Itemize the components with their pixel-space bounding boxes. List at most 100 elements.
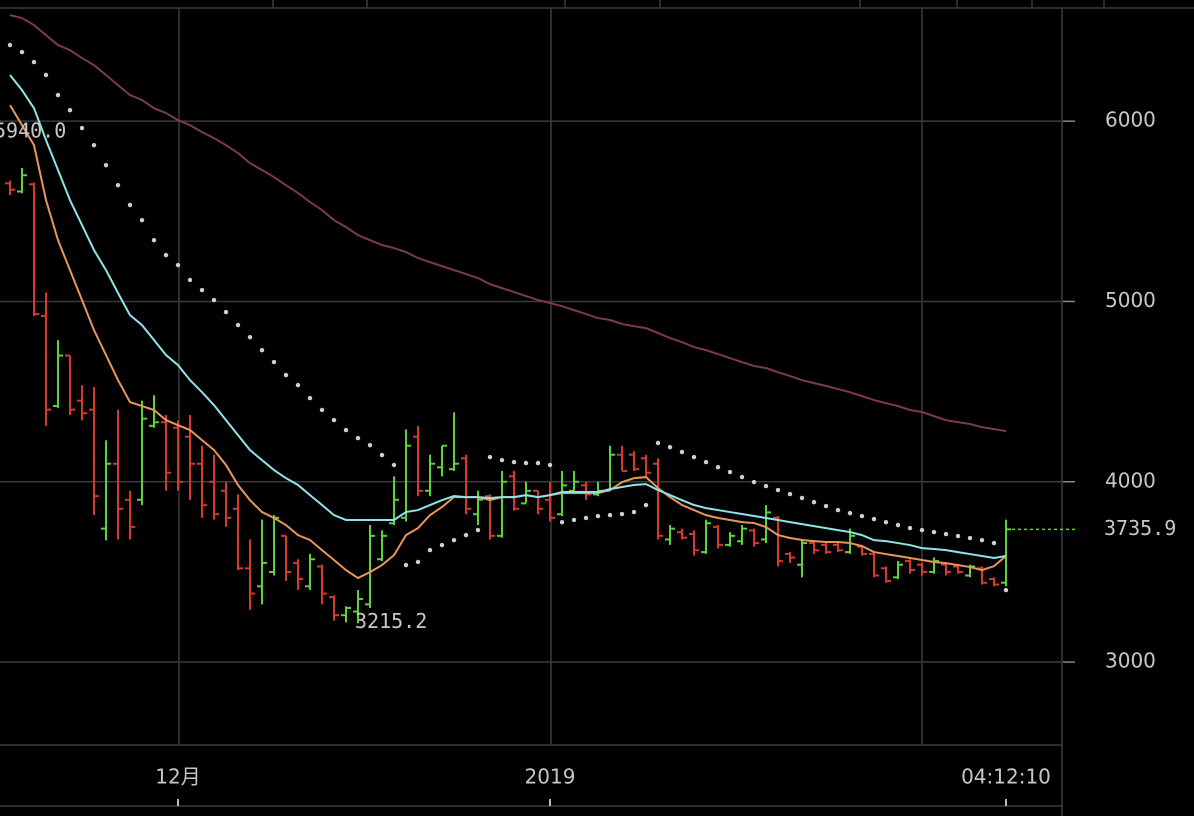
sar-dot (295, 382, 301, 388)
sar-dot (727, 469, 733, 475)
y-tick-label: 6000 (1105, 108, 1156, 132)
sar-dot (187, 277, 193, 283)
x-tick-label: 2019 (525, 765, 576, 789)
sar-dot (511, 459, 517, 465)
sar-dot (391, 462, 397, 468)
sar-dot (463, 532, 469, 538)
sar-dot (607, 512, 613, 518)
low-label: 3215.2 (355, 609, 427, 633)
sar-dot (223, 309, 229, 315)
sar-dot (235, 322, 241, 328)
sar-dot (919, 527, 925, 533)
sar-dot (31, 59, 37, 65)
y-tick-label: 5000 (1105, 288, 1156, 312)
sar-dot (403, 562, 409, 568)
sar-dot (379, 452, 385, 458)
sar-dot (763, 483, 769, 489)
sar-dot (499, 457, 505, 463)
sar-dot (871, 516, 877, 522)
sar-dot (79, 125, 85, 131)
sar-dot (1003, 587, 1009, 593)
sar-dot (943, 531, 949, 537)
sar-dot (283, 372, 289, 378)
sar-dot (667, 444, 673, 450)
sar-dot (91, 142, 97, 148)
indicator-line (9, 74, 1007, 560)
sar-dot (847, 510, 853, 516)
sar-dot (715, 464, 721, 470)
sar-dot (931, 529, 937, 535)
sar-dot (163, 252, 169, 258)
sar-dot (595, 513, 601, 519)
sar-dot (811, 499, 817, 505)
sar-dot (139, 217, 145, 223)
sar-dot (487, 454, 493, 460)
sar-dot (355, 435, 361, 441)
sar-dot (583, 515, 589, 521)
sar-dot (43, 72, 49, 78)
sar-dot (547, 462, 553, 468)
sar-dot (415, 559, 421, 565)
sar-dot (103, 162, 109, 168)
sar-dot (271, 359, 277, 365)
sar-dot (535, 460, 541, 466)
sar-dot (979, 537, 985, 543)
sar-dot (967, 535, 973, 541)
sar-dot (895, 522, 901, 528)
y-tick-label: 4000 (1105, 468, 1156, 492)
sar-dot (19, 49, 25, 55)
sar-dot (319, 407, 325, 413)
high-label: 5940.0 (0, 118, 66, 142)
sar-dot (739, 474, 745, 480)
sar-dot (523, 460, 529, 466)
sar-dot (559, 519, 565, 525)
sar-dot (991, 540, 997, 546)
sar-dot (115, 182, 121, 188)
sar-dot (823, 503, 829, 509)
sar-dot (307, 395, 313, 401)
x-tick-label: 04:12:10 (961, 765, 1051, 789)
sar-dot (859, 513, 865, 519)
indicator-line (9, 104, 1007, 580)
sar-dot (799, 495, 805, 501)
sar-dot (619, 511, 625, 517)
sar-dot (427, 547, 433, 553)
sar-dot (679, 449, 685, 455)
sar-dot (7, 42, 13, 48)
sar-dot (199, 287, 205, 293)
sar-dot (127, 202, 133, 208)
sar-dot (259, 347, 265, 353)
sar-dot (751, 479, 757, 485)
sar-dot (643, 502, 649, 508)
sar-dot (211, 297, 217, 303)
sar-dot (775, 487, 781, 493)
sar-dot (787, 491, 793, 497)
sar-dot (571, 517, 577, 523)
sar-dot (451, 537, 457, 543)
sar-dot (907, 525, 913, 531)
sar-dot (439, 542, 445, 548)
sar-dot (175, 262, 181, 268)
sar-dot (655, 440, 661, 446)
sar-dot (55, 92, 61, 98)
sar-dot (67, 107, 73, 113)
sar-dot (343, 427, 349, 433)
sar-dot (883, 519, 889, 525)
sar-dot (835, 507, 841, 513)
y-tick-label: 3000 (1105, 649, 1156, 673)
sar-dot (331, 417, 337, 423)
sar-dot (703, 459, 709, 465)
x-tick-label: 12月 (155, 765, 200, 789)
sar-dot (475, 527, 481, 533)
sar-dot (247, 334, 253, 340)
sar-dot (151, 237, 157, 243)
sar-dot (367, 442, 373, 448)
last-price-label: 3735.9 (1104, 516, 1176, 540)
sar-dot (691, 454, 697, 460)
indicator-line (9, 14, 1007, 433)
sar-dot (631, 509, 637, 515)
sar-dot (955, 533, 961, 539)
